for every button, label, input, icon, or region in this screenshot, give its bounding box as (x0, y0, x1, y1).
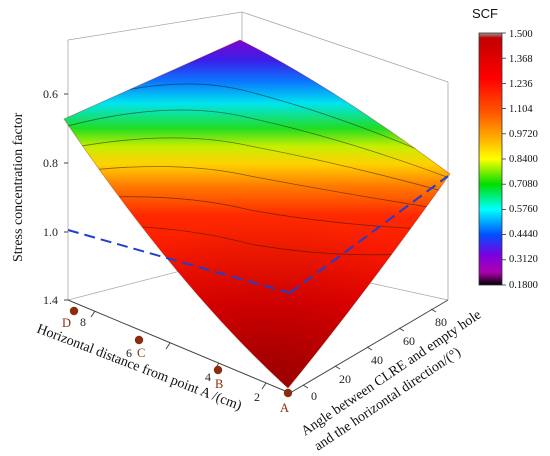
y-tick-label: 80 (435, 315, 447, 329)
floor-axes (67, 299, 449, 394)
colorbar-label: 1.104 (509, 104, 533, 115)
point-a (283, 388, 293, 398)
colorbar-label: 0.7080 (509, 179, 538, 190)
x-axis-label: Horizontal distance from point A /(cm) (35, 322, 244, 414)
point-label-a: A (280, 401, 289, 415)
x-tick-label: 6 (126, 346, 132, 360)
y-tick-label: 60 (403, 334, 415, 348)
y-tick-label: 20 (339, 372, 351, 386)
x-tick-label: 4 (205, 370, 211, 384)
y-tick-label: 0 (311, 389, 317, 403)
colorbar-label: 1.500 (509, 29, 533, 40)
y-tick-label: 40 (371, 353, 383, 367)
colorbar-title: SCF (472, 6, 498, 21)
point-b (213, 365, 223, 375)
colorbar-ticks (502, 32, 506, 286)
colorbar-label: 0.8400 (509, 154, 538, 165)
colorbar (478, 32, 503, 286)
point-label-d: D (62, 316, 71, 330)
point-c (134, 335, 144, 345)
surface-edge (63, 39, 451, 389)
z-tick-label: 0.8 (43, 156, 58, 170)
z-ticks (64, 93, 68, 301)
x-tick-label: 8 (80, 315, 86, 329)
z-tick-label: 0.6 (43, 87, 58, 101)
colorbar-label: 1.368 (509, 54, 533, 65)
x-tick-label: 2 (254, 390, 260, 404)
colorbar-label: 0.3120 (509, 254, 538, 265)
z-tick-label: 1.0 (43, 225, 58, 239)
colorbar-label: 0.1800 (509, 280, 538, 291)
z-tick-label: 1.4 (43, 293, 58, 307)
point-d (69, 306, 79, 316)
colorbar-label: 0.9720 (509, 129, 538, 140)
point-label-c: C (137, 346, 145, 360)
y-axis-label-line2: and the horizontal direction/(°) (312, 345, 464, 454)
y-ticks (302, 308, 437, 389)
reference-line (67, 175, 449, 294)
point-label-b: B (215, 377, 223, 391)
colorbar-label: 0.4440 (509, 229, 538, 240)
colorbar-label: 0.5760 (509, 204, 538, 215)
z-axis-label: Stress concentration factor (11, 112, 26, 262)
colorbar-label: 1.236 (509, 79, 533, 90)
